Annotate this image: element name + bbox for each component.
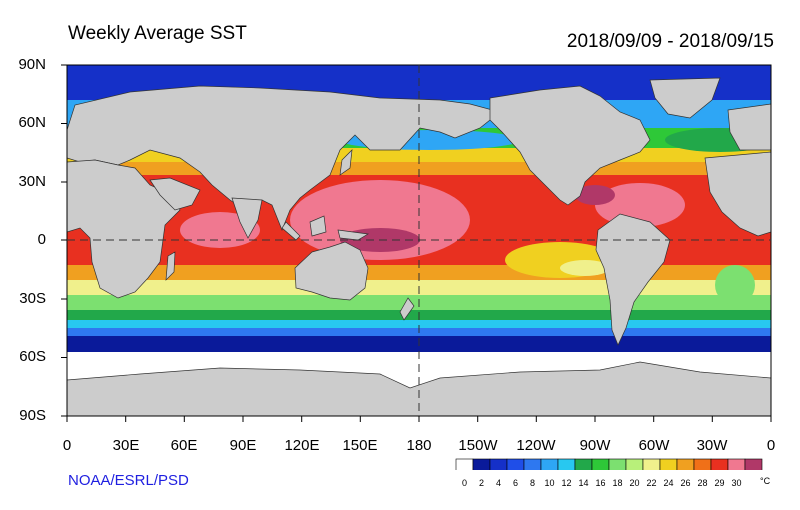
colorbar-label: 22 xyxy=(646,478,657,488)
land-australia xyxy=(294,241,369,301)
colorbar-swatch xyxy=(625,458,644,470)
lon-label: 120E xyxy=(284,437,320,454)
colorbar-label: 28 xyxy=(697,478,708,488)
colorbar-label: 6 xyxy=(512,478,518,488)
land-borneo xyxy=(309,215,327,237)
colorbar-swatch xyxy=(523,458,542,470)
colorbar-label: 12 xyxy=(561,478,572,488)
colorbar-swatch xyxy=(574,458,593,470)
colorbar-swatch xyxy=(608,458,627,470)
colorbar-swatch xyxy=(642,458,661,470)
colorbar-swatch xyxy=(591,458,610,470)
colorbar-swatch xyxy=(489,458,508,470)
land-greenland xyxy=(649,77,721,119)
sst-map xyxy=(61,64,772,470)
land-south-america xyxy=(595,213,671,346)
colorbar xyxy=(455,458,763,470)
land-arabia xyxy=(149,177,201,211)
lat-label: 90N xyxy=(18,56,46,73)
land-japan xyxy=(339,149,353,176)
lon-label: 30W xyxy=(696,437,728,454)
lat-label: 90S xyxy=(19,407,46,424)
colorbar-label: 10 xyxy=(544,478,555,488)
tick-marks xyxy=(61,64,772,422)
colorbar-swatch xyxy=(744,458,763,470)
colorbar-swatch xyxy=(710,458,729,470)
lon-label: 60E xyxy=(170,437,198,454)
lon-label: 30E xyxy=(112,437,140,454)
lon-label: 0 xyxy=(62,437,72,454)
colorbar-label: 0 xyxy=(461,478,467,488)
lon-label: 0 xyxy=(766,437,776,454)
lon-label: 120W xyxy=(516,437,556,454)
colorbar-swatch xyxy=(727,458,746,470)
benguela-cool xyxy=(715,265,755,305)
colorbar-swatch xyxy=(506,458,525,470)
colorbar-swatch xyxy=(540,458,559,470)
lon-label: 90W xyxy=(579,437,611,454)
lat-label: 30S xyxy=(19,290,46,307)
colorbar-label: 8 xyxy=(529,478,535,488)
land-antarctica xyxy=(67,361,771,416)
land-africa xyxy=(67,159,181,299)
colorbar-swatch xyxy=(693,458,712,470)
land-new-zealand xyxy=(399,297,415,321)
colorbar-unit: °C xyxy=(760,476,771,486)
colorbar-swatch xyxy=(676,458,695,470)
colorbar-swatch xyxy=(455,458,474,470)
lat-label: 60S xyxy=(19,348,46,365)
colorbar-label: 26 xyxy=(680,478,691,488)
colorbar-label: 18 xyxy=(612,478,623,488)
credit-text: NOAA/ESRL/PSD xyxy=(68,472,189,489)
colorbar-label: 24 xyxy=(663,478,674,488)
caribbean-warm xyxy=(575,185,615,205)
lon-label: 60W xyxy=(638,437,670,454)
land-madagascar xyxy=(165,251,176,281)
colorbar-label: 30 xyxy=(731,478,742,488)
colorbar-label: 14 xyxy=(578,478,589,488)
lon-label: 150W xyxy=(458,437,498,454)
land-africa-west xyxy=(704,151,771,237)
land-eurasia xyxy=(67,85,501,231)
lon-label: 90E xyxy=(229,437,257,454)
land-europe-west xyxy=(727,103,771,151)
east-pacific-cool-core xyxy=(560,260,610,276)
lon-label: 180 xyxy=(406,437,432,454)
map-title: Weekly Average SST xyxy=(68,23,247,44)
lon-label: 150E xyxy=(342,437,378,454)
lat-label: 30N xyxy=(18,173,46,190)
colorbar-label: 16 xyxy=(595,478,606,488)
colorbar-label: 4 xyxy=(495,478,501,488)
date-range: 2018/09/09 - 2018/09/15 xyxy=(566,31,774,52)
colorbar-label: 29 xyxy=(714,478,725,488)
land-india xyxy=(231,197,263,239)
lat-label: 0 xyxy=(37,231,46,248)
lat-label: 60N xyxy=(18,114,46,131)
colorbar-label: 20 xyxy=(629,478,640,488)
colorbar-swatch xyxy=(557,458,576,470)
colorbar-swatch xyxy=(472,458,491,470)
colorbar-swatch xyxy=(659,458,678,470)
colorbar-label: 2 xyxy=(478,478,484,488)
land-north-america xyxy=(489,85,651,206)
